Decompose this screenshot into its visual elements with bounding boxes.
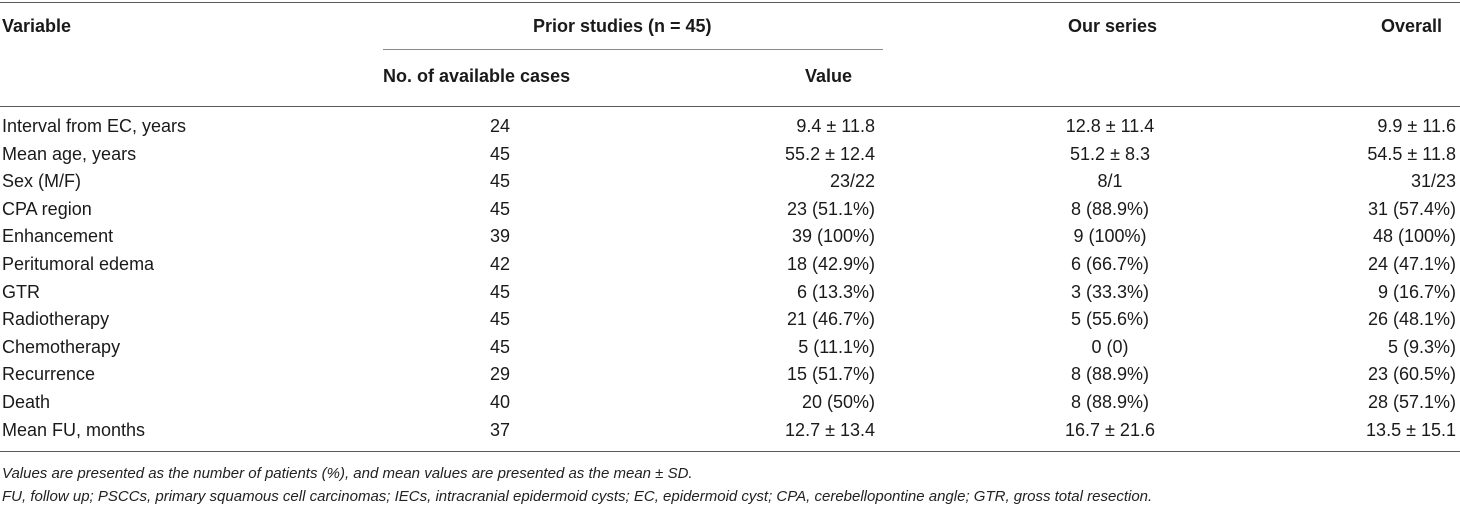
header-value: Value <box>805 66 853 86</box>
cell-available-cases: 39 <box>489 226 511 246</box>
cell-variable: GTR <box>2 282 40 302</box>
cell-overall: 31 (57.4%) <box>1367 199 1456 219</box>
cell-our-series: 51.2 ± 8.3 <box>1070 144 1150 164</box>
cell-overall: 23 (60.5%) <box>1367 364 1456 384</box>
cell-our-series: 9 (100%) <box>1073 226 1147 246</box>
cell-value: 21 (46.7%) <box>786 309 875 329</box>
cell-variable: Death <box>2 392 51 412</box>
cell-available-cases: 45 <box>489 144 511 164</box>
cell-available-cases: 45 <box>489 171 511 191</box>
cell-available-cases: 24 <box>489 116 511 136</box>
table-bottom-rule <box>0 451 1460 452</box>
cell-available-cases: 37 <box>489 420 511 440</box>
cell-value: 55.2 ± 12.4 <box>785 144 875 164</box>
cell-value: 15 (51.7%) <box>786 364 875 384</box>
prior-studies-underline <box>383 49 883 50</box>
cell-available-cases: 29 <box>489 364 511 384</box>
cell-our-series: 6 (66.7%) <box>1070 254 1150 274</box>
footnote-values: Values are presented as the number of pa… <box>2 465 693 482</box>
cell-overall: 5 (9.3%) <box>1387 337 1456 357</box>
cell-variable: Enhancement <box>2 226 114 246</box>
cell-overall: 48 (100%) <box>1372 226 1456 246</box>
cell-overall: 9.9 ± 11.6 <box>1377 116 1456 136</box>
cell-value: 5 (11.1%) <box>798 337 875 357</box>
cell-available-cases: 45 <box>489 337 511 357</box>
cell-overall: 13.5 ± 15.1 <box>1366 420 1456 440</box>
cell-our-series: 16.7 ± 21.6 <box>1065 420 1155 440</box>
cell-overall: 26 (48.1%) <box>1367 309 1456 329</box>
cell-variable: Peritumoral edema <box>2 254 155 274</box>
cell-value: 18 (42.9%) <box>786 254 875 274</box>
cell-variable: Recurrence <box>2 364 96 384</box>
cell-variable: Mean age, years <box>2 144 137 164</box>
cell-overall: 31/23 <box>1410 171 1456 191</box>
footnote-abbreviations: FU, follow up; PSCCs, primary squamous c… <box>2 488 1153 505</box>
cell-available-cases: 45 <box>489 199 511 219</box>
cell-variable: CPA region <box>2 199 92 219</box>
cell-value: 23/22 <box>829 171 875 191</box>
cell-value: 12.7 ± 13.4 <box>785 420 875 440</box>
cell-our-series: 8 (88.9%) <box>1070 199 1150 219</box>
cell-our-series: 0 (0) <box>1091 337 1129 357</box>
cell-value: 20 (50%) <box>801 392 875 412</box>
cell-available-cases: 45 <box>489 309 511 329</box>
cell-our-series: 8 (88.9%) <box>1070 364 1150 384</box>
header-overall: Overall <box>1380 16 1442 36</box>
cell-our-series: 12.8 ± 11.4 <box>1065 116 1155 136</box>
cell-available-cases: 40 <box>489 392 511 412</box>
cell-available-cases: 45 <box>489 282 511 302</box>
cell-overall: 24 (47.1%) <box>1367 254 1456 274</box>
cell-overall: 28 (57.1%) <box>1367 392 1456 412</box>
cell-our-series: 5 (55.6%) <box>1070 309 1150 329</box>
cell-variable: Interval from EC, years <box>2 116 187 136</box>
header-variable: Variable <box>2 16 72 36</box>
cell-available-cases: 42 <box>489 254 511 274</box>
header-our-series: Our series <box>1068 16 1158 36</box>
cell-variable: Chemotherapy <box>2 337 121 357</box>
cell-variable: Sex (M/F) <box>2 171 81 191</box>
cell-value: 39 (100%) <box>791 226 875 246</box>
cell-our-series: 3 (33.3%) <box>1070 282 1150 302</box>
header-bottom-rule <box>0 106 1460 107</box>
cell-value: 6 (13.3%) <box>796 282 875 302</box>
cell-value: 9.4 ± 11.8 <box>796 116 875 136</box>
cell-our-series: 8 (88.9%) <box>1070 392 1150 412</box>
cell-variable: Radiotherapy <box>2 309 110 329</box>
table-top-rule <box>0 2 1460 3</box>
cell-overall: 54.5 ± 11.8 <box>1367 144 1456 164</box>
cell-variable: Mean FU, months <box>2 420 146 440</box>
cell-our-series: 8/1 <box>1097 171 1123 191</box>
header-available-cases: No. of available cases <box>383 66 571 86</box>
cell-overall: 9 (16.7%) <box>1377 282 1456 302</box>
header-prior-studies: Prior studies (n = 45) <box>533 16 712 36</box>
cell-value: 23 (51.1%) <box>786 199 875 219</box>
